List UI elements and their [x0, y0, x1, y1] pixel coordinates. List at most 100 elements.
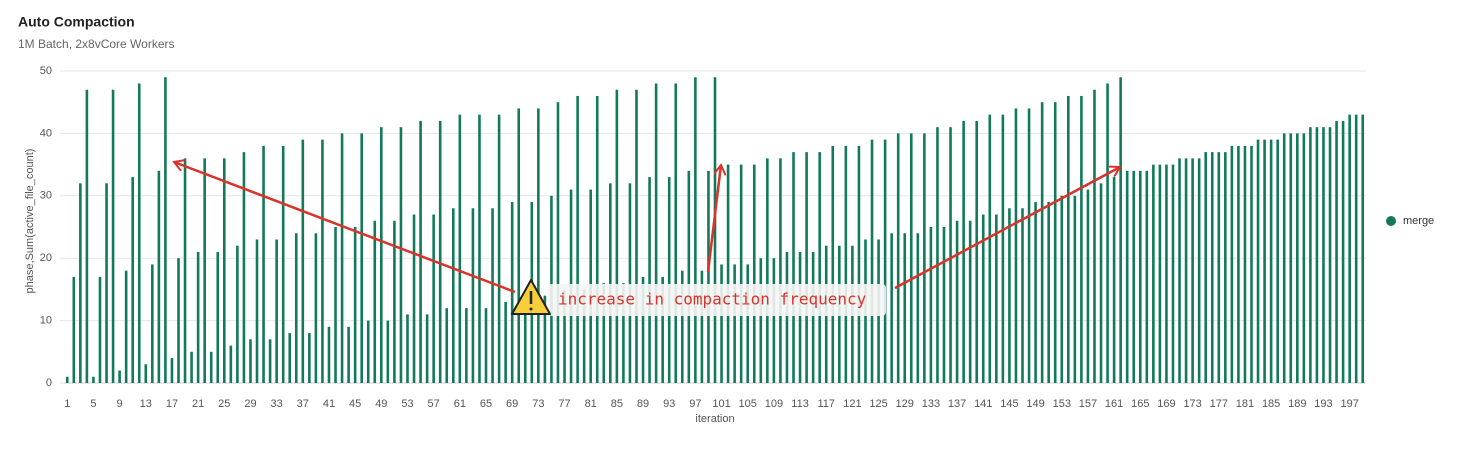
x-tick-label: 169 [1157, 398, 1175, 410]
bar [870, 139, 874, 383]
x-tick-label: 97 [689, 398, 701, 410]
bar [752, 164, 756, 383]
warning-dot [529, 307, 533, 311]
bar [949, 127, 952, 383]
x-tick-label: 53 [401, 398, 413, 410]
bar [1080, 95, 1083, 384]
bar [936, 127, 939, 383]
bar [595, 95, 599, 384]
bar [98, 276, 102, 383]
x-tick-label: 49 [375, 398, 387, 410]
bar [1125, 170, 1129, 383]
bar [772, 258, 776, 383]
bar [1093, 89, 1096, 383]
bar [1256, 139, 1260, 383]
bar [170, 358, 174, 383]
bar [1138, 170, 1142, 383]
bar [537, 108, 540, 383]
bar [779, 158, 782, 383]
bar [929, 227, 933, 383]
bar [79, 183, 82, 383]
bar [1053, 102, 1057, 383]
bar [242, 152, 246, 383]
bar [249, 339, 252, 383]
bar [445, 308, 449, 383]
x-tick-label: 5 [90, 398, 96, 410]
bar [602, 283, 606, 383]
bar [883, 139, 887, 383]
bar [432, 214, 435, 383]
x-tick-label: 93 [663, 398, 675, 410]
x-tick-label: 121 [843, 398, 861, 410]
chart-title: Auto Compaction [18, 14, 135, 30]
bar [720, 264, 723, 383]
bar [1302, 133, 1306, 383]
bar [1217, 152, 1221, 383]
x-tick-label: 17 [166, 398, 178, 410]
bar [164, 77, 167, 384]
bar [380, 127, 383, 383]
bar [366, 320, 370, 383]
bar [386, 320, 390, 383]
bar [222, 158, 226, 383]
x-tick-label: 101 [712, 398, 730, 410]
bar [144, 364, 148, 383]
bar [995, 214, 998, 383]
bar [1296, 133, 1299, 383]
x-axis-label: iteration [695, 413, 734, 425]
bar [687, 170, 691, 383]
bar [1289, 133, 1293, 383]
bar [1034, 202, 1037, 383]
bar [1335, 120, 1338, 384]
bar [1158, 164, 1162, 383]
bar [517, 108, 521, 383]
bar [955, 220, 959, 383]
bar [805, 152, 808, 383]
bar [981, 214, 985, 383]
bar [465, 308, 468, 383]
bar [425, 314, 429, 383]
bar [739, 164, 743, 383]
bar [890, 233, 893, 383]
bar [1027, 108, 1031, 383]
bar [798, 251, 802, 383]
bar [988, 114, 992, 384]
x-tick-label: 117 [817, 398, 835, 410]
bar [700, 270, 704, 383]
bar [1001, 114, 1005, 384]
bar [1119, 77, 1122, 384]
x-tick-label: 41 [323, 398, 335, 410]
bar [177, 258, 180, 383]
x-tick-label: 145 [1000, 398, 1018, 410]
bar [1184, 158, 1188, 383]
bar [1112, 177, 1116, 383]
bar [766, 158, 769, 383]
bar [1060, 195, 1064, 383]
bar [1276, 139, 1279, 383]
bar [635, 89, 638, 383]
bar [203, 158, 206, 383]
x-tick-label: 181 [1236, 398, 1254, 410]
bar [262, 145, 265, 383]
bar [1263, 139, 1266, 383]
bar [85, 89, 89, 383]
arrow [174, 162, 516, 294]
bar [406, 314, 409, 383]
bar [726, 164, 730, 383]
bar [694, 77, 697, 384]
bar [1021, 208, 1024, 383]
bar [746, 264, 750, 383]
bar [792, 152, 795, 383]
bar [438, 120, 442, 384]
bar [641, 276, 645, 383]
bar [1237, 145, 1240, 383]
bar [137, 83, 141, 383]
bar [1106, 83, 1109, 383]
bar [1243, 145, 1247, 383]
bar [360, 133, 363, 383]
bar [1348, 114, 1351, 384]
x-tick-label: 25 [218, 398, 230, 410]
x-tick-label: 21 [192, 398, 204, 410]
x-tick-label: 45 [349, 398, 361, 410]
